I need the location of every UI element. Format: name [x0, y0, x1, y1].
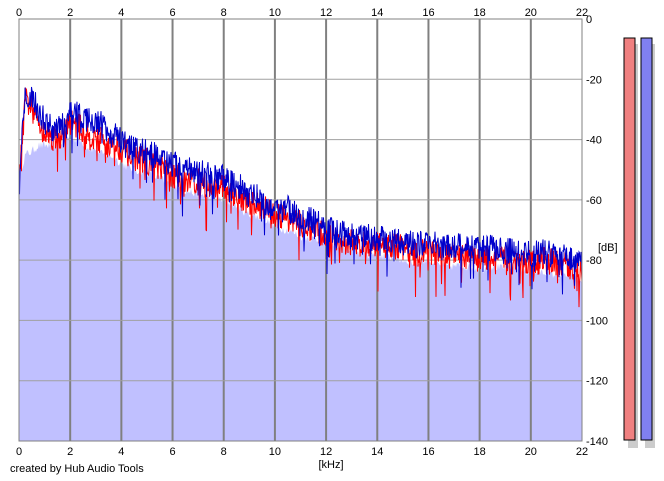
x-tick-label-top: 20 [525, 7, 537, 19]
x-tick-label-bottom: 22 [576, 446, 588, 458]
x-axis-unit-label: [kHz] [318, 459, 343, 471]
credit-text: created by Hub Audio Tools [10, 463, 144, 475]
y-tick-label: -120 [586, 376, 608, 388]
x-tick-label-top: 12 [320, 7, 332, 19]
x-tick-label-bottom: 14 [371, 446, 383, 458]
tick-labels-group: 002244668810101212141416161818202022220-… [16, 7, 608, 458]
x-tick-label-top: 6 [169, 7, 175, 19]
y-tick-label: -60 [586, 195, 602, 207]
x-tick-label-top: 14 [371, 7, 383, 19]
x-tick-label-top: 0 [16, 7, 22, 19]
x-tick-label-bottom: 12 [320, 446, 332, 458]
x-tick-label-top: 10 [269, 7, 281, 19]
area-fill-group [19, 135, 582, 441]
x-tick-label-bottom: 20 [525, 446, 537, 458]
x-tick-label-top: 4 [118, 7, 124, 19]
level-meter-left [623, 37, 638, 448]
y-tick-label: 0 [586, 14, 592, 26]
y-axis-unit-label: [dB] [598, 242, 618, 254]
level-meter-right [640, 37, 655, 448]
x-tick-label-top: 22 [576, 7, 588, 19]
y-tick-label: -100 [586, 315, 608, 327]
x-tick-label-top: 8 [221, 7, 227, 19]
series-lines-group [19, 86, 582, 308]
series-line [19, 86, 582, 295]
x-tick-label-top: 16 [422, 7, 434, 19]
y-tick-label: -20 [586, 74, 602, 86]
x-tick-label-bottom: 8 [221, 446, 227, 458]
x-tick-label-bottom: 0 [16, 446, 22, 458]
x-tick-label-bottom: 10 [269, 446, 281, 458]
grid-group [19, 19, 582, 441]
plot-frame [18, 18, 583, 442]
y-tick-label: -40 [586, 135, 602, 147]
x-tick-label-bottom: 16 [422, 446, 434, 458]
x-tick-label-bottom: 4 [118, 446, 124, 458]
x-tick-label-top: 18 [474, 7, 486, 19]
y-tick-label: -140 [586, 436, 608, 448]
x-tick-label-top: 2 [67, 7, 73, 19]
x-tick-label-bottom: 6 [169, 446, 175, 458]
x-tick-label-bottom: 18 [474, 446, 486, 458]
x-tick-label-bottom: 2 [67, 446, 73, 458]
y-tick-label: -80 [586, 255, 602, 267]
spectrum-area-fill [19, 135, 582, 441]
